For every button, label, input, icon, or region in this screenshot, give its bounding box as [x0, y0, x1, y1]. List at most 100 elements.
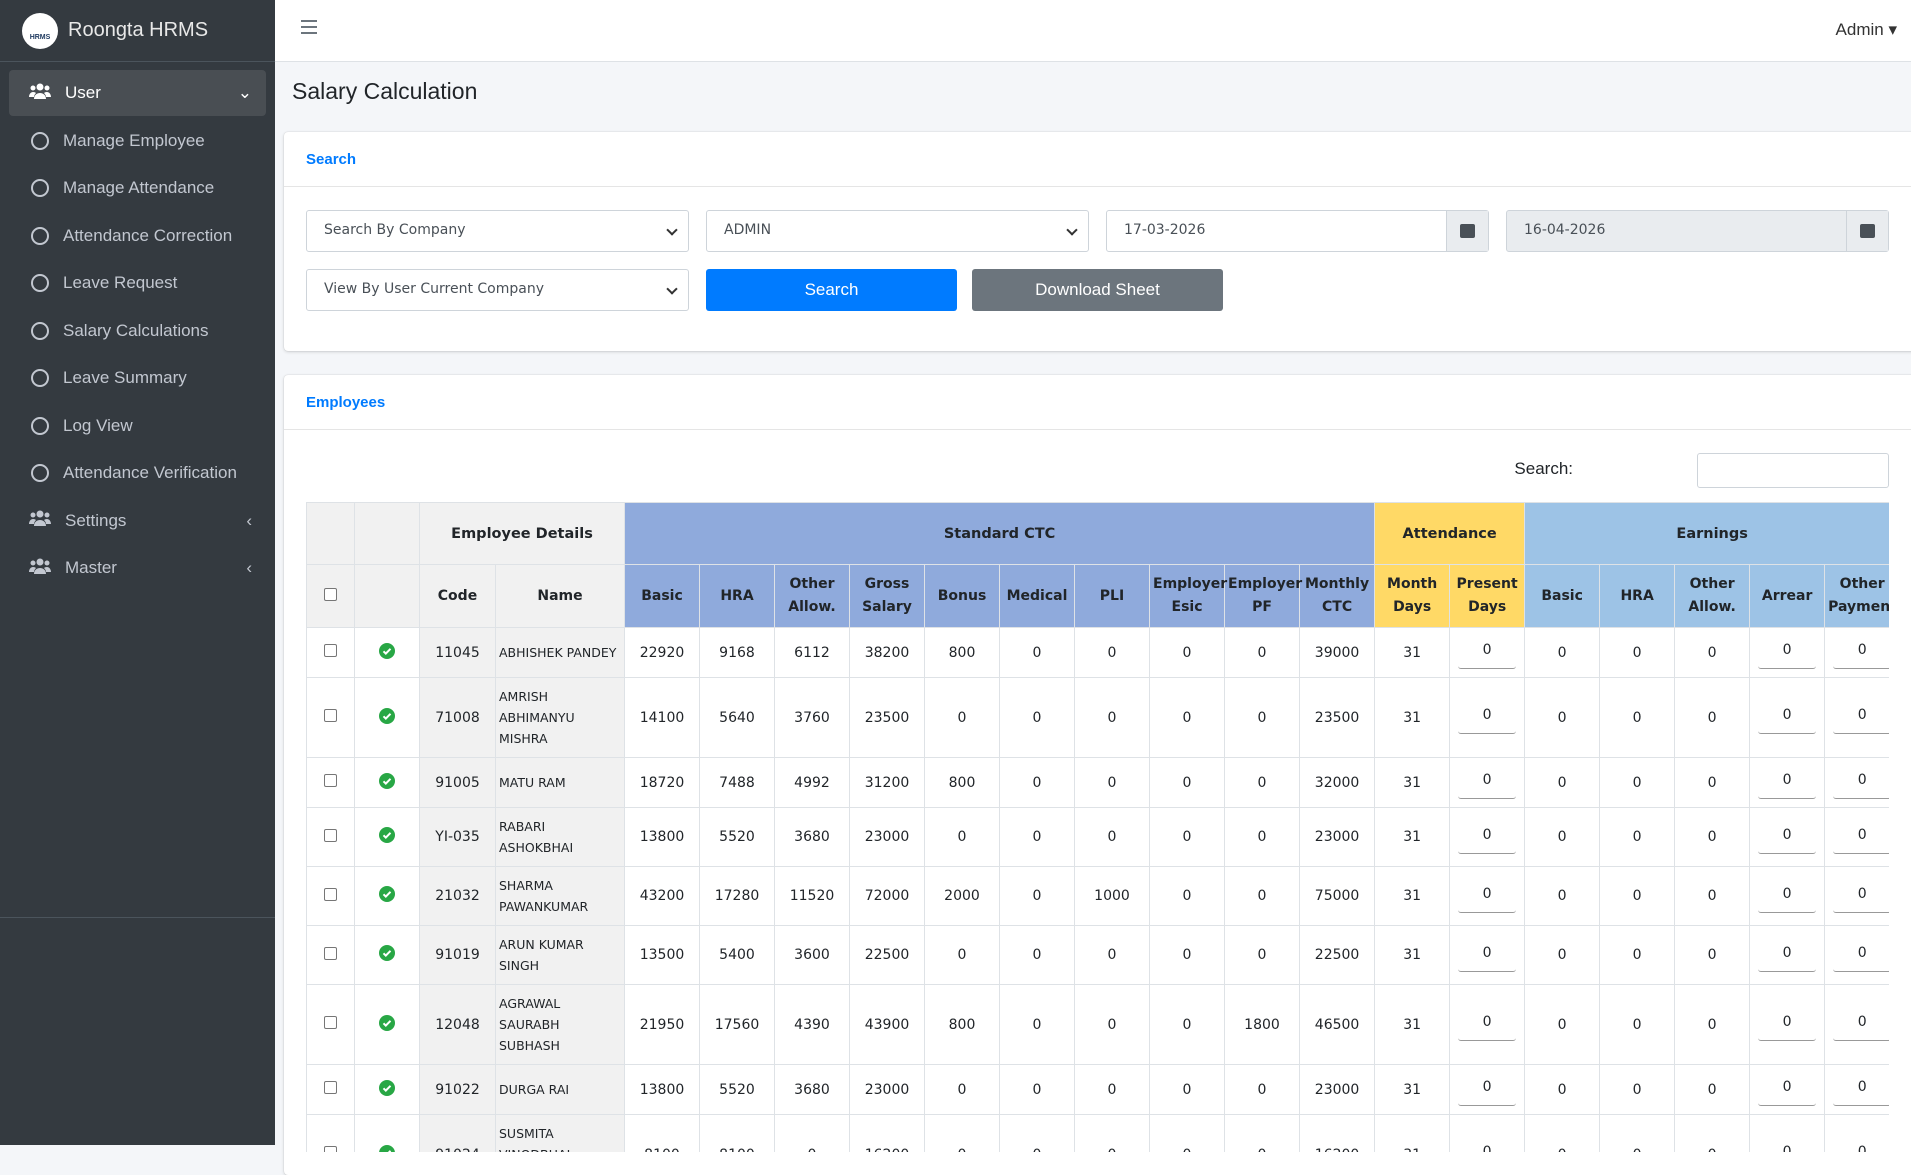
number-input[interactable]: 0: [1758, 1138, 1816, 1152]
menu-toggle[interactable]: [301, 20, 317, 38]
value-cell: 22500: [1298, 925, 1376, 985]
value-cell: 16200: [1298, 1114, 1376, 1152]
value-cell: 0: [1524, 677, 1601, 758]
to-date[interactable]: 16-04-2026: [1506, 210, 1889, 252]
search-button[interactable]: Search: [706, 269, 957, 311]
group-header: Employee Details: [419, 502, 625, 565]
checkbox[interactable]: [324, 1146, 337, 1152]
name-cell: ABHISHEK PANDEY: [495, 627, 625, 678]
submenu-item[interactable]: Salary Calculations: [9, 308, 266, 354]
checkbox[interactable]: [324, 1016, 337, 1029]
number-input[interactable]: 0: [1758, 880, 1817, 913]
number-input[interactable]: 0: [1833, 939, 1889, 972]
menu-item[interactable]: Settings ‹: [9, 498, 266, 544]
menu-arrow: ⌄: [237, 83, 252, 102]
number-input[interactable]: 0: [1458, 766, 1517, 799]
number-input[interactable]: 0: [1458, 701, 1517, 734]
number-input[interactable]: 0: [1833, 821, 1889, 854]
menu-icon: [29, 558, 51, 579]
input-cell: 0: [1449, 677, 1526, 758]
status: [354, 1064, 420, 1115]
number-input[interactable]: 0: [1833, 1008, 1889, 1041]
status-icon: [379, 945, 395, 961]
circle-icon: [31, 226, 49, 245]
name-cell: ARUN KUMAR SINGH: [495, 925, 625, 985]
checkbox[interactable]: [324, 828, 337, 842]
calendar-button[interactable]: [1846, 211, 1888, 251]
number-input[interactable]: 0: [1833, 880, 1889, 913]
number-input[interactable]: 0: [1833, 636, 1889, 669]
code-cell: YI-035: [419, 807, 496, 867]
download-button[interactable]: Download Sheet: [972, 269, 1223, 311]
submenu-item[interactable]: Log View: [9, 403, 266, 449]
calendar-button[interactable]: [1446, 211, 1488, 251]
user-select[interactable]: ADMIN: [706, 210, 1089, 252]
value-cell: 7488: [699, 757, 775, 808]
input-cell: 0: [1824, 925, 1889, 985]
number-input[interactable]: 0: [1758, 701, 1817, 734]
menu-label: Manage Employee: [63, 130, 205, 150]
number-input[interactable]: 0: [1833, 766, 1889, 799]
number-input[interactable]: 0: [1833, 701, 1889, 734]
value-cell: 5520: [699, 1064, 775, 1115]
checkbox[interactable]: [324, 1081, 337, 1094]
value-cell: 0: [1074, 677, 1150, 758]
submenu-item[interactable]: Manage Attendance: [9, 165, 266, 211]
topbar: Admin ▾: [275, 0, 1911, 62]
number-input[interactable]: 0: [1458, 939, 1517, 972]
submenu-item[interactable]: Attendance Verification: [9, 450, 266, 496]
checkbox[interactable]: [324, 587, 337, 601]
input-cell: 0: [1449, 866, 1526, 926]
number-input[interactable]: 0: [1458, 636, 1517, 669]
value-cell: 0: [1524, 627, 1601, 678]
input-cell: 0: [1824, 866, 1889, 926]
from-date[interactable]: 17-03-2026: [1106, 210, 1489, 252]
number-input[interactable]: 0: [1458, 1138, 1516, 1152]
checkbox[interactable]: [324, 774, 337, 787]
number-input[interactable]: 0: [1758, 821, 1817, 854]
column-header: Gross Salary: [849, 564, 925, 628]
value-cell: 0: [1224, 757, 1300, 808]
circle-icon: [31, 369, 49, 387]
submenu-item[interactable]: Attendance Correction: [9, 213, 266, 259]
user-menu[interactable]: Admin ▾: [1835, 20, 1897, 39]
menu-item[interactable]: Master ‹: [9, 545, 266, 591]
submenu-item[interactable]: Manage Employee: [9, 118, 266, 164]
input-cell: 0: [1749, 677, 1826, 758]
card-title: Employees: [284, 375, 1911, 430]
brand[interactable]: HRMS Roongta HRMS: [0, 0, 275, 62]
value-cell: 0: [1149, 1064, 1225, 1115]
column-header: Name: [495, 564, 625, 628]
value-cell: 0: [1674, 677, 1751, 758]
checkbox[interactable]: [324, 887, 337, 901]
input-cell: 0: [1749, 807, 1826, 867]
number-input[interactable]: 0: [1758, 766, 1817, 799]
checkbox[interactable]: [324, 644, 337, 657]
table-search-input[interactable]: [1697, 453, 1889, 488]
number-input[interactable]: 0: [1758, 1073, 1817, 1106]
menu: User ⌄ Manage Employee Manage Attendance Att…: [0, 62, 275, 601]
number-input[interactable]: 0: [1833, 1073, 1889, 1106]
checkbox[interactable]: [324, 709, 337, 722]
number-input[interactable]: 0: [1758, 1008, 1817, 1041]
group-header: Standard CTC: [623, 502, 1376, 565]
employee-row: 91024SUSMITA VINODBHAI CHAUDHARI81008100…: [306, 1114, 1889, 1152]
submenu-item[interactable]: Leave Summary: [9, 355, 266, 401]
number-input[interactable]: 0: [1458, 1073, 1517, 1106]
input-cell: 0: [1824, 1064, 1889, 1115]
number-input[interactable]: 0: [1458, 821, 1517, 854]
company-select[interactable]: Search By Company: [306, 210, 689, 252]
number-input[interactable]: 0: [1458, 1008, 1517, 1041]
number-input[interactable]: 0: [1458, 880, 1517, 913]
input-cell: 0: [1449, 1114, 1526, 1152]
number-input[interactable]: 0: [1758, 636, 1817, 669]
checkbox[interactable]: [324, 946, 337, 960]
value-cell: 4992: [774, 757, 850, 808]
submenu-item[interactable]: Leave Request: [9, 260, 266, 306]
menu-item[interactable]: User ⌄: [9, 70, 266, 116]
employee-row: 21032 SHARMA PAWANKUMAR 43200 17280 11520 720…: [306, 866, 1889, 926]
number-input[interactable]: 0: [1833, 1138, 1889, 1152]
view-select[interactable]: View By User Current Company: [306, 269, 689, 311]
number-input[interactable]: 0: [1758, 939, 1817, 972]
column-header: Month Days: [1374, 564, 1451, 628]
